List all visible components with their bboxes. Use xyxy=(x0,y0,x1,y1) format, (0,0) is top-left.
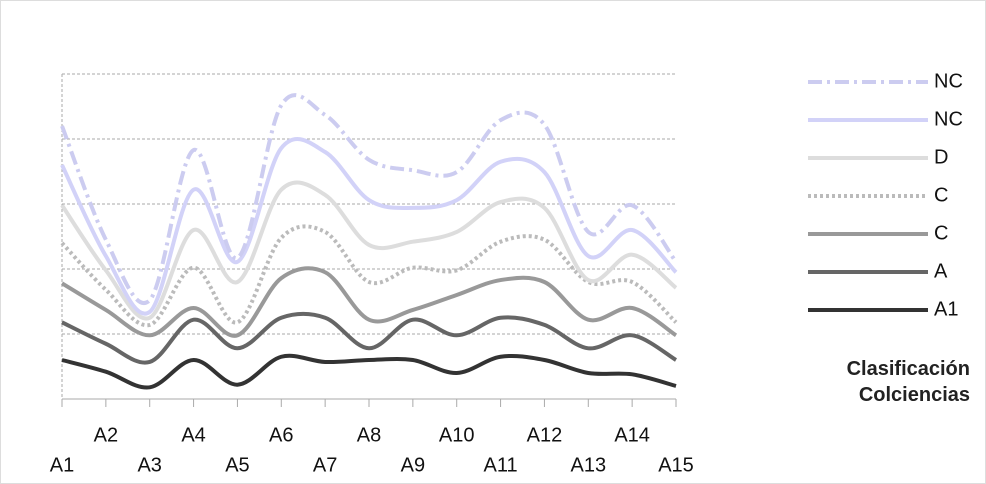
x-tick-label: A9 xyxy=(401,454,425,476)
line xyxy=(60,266,678,338)
x-tick-label: A4 xyxy=(181,424,205,446)
x-tick-label: A1 xyxy=(50,454,74,476)
line xyxy=(61,311,678,365)
line xyxy=(61,353,677,390)
line xyxy=(60,224,678,328)
legend-label: C xyxy=(934,222,948,244)
line xyxy=(60,93,678,305)
x-tick-label: A8 xyxy=(357,424,381,446)
x-tick-label: A10 xyxy=(439,424,475,446)
x-tick-label: A2 xyxy=(94,424,118,446)
x-tick-label: A14 xyxy=(614,424,650,446)
x-tick-label: A15 xyxy=(658,454,694,476)
line xyxy=(60,180,678,321)
line xyxy=(60,137,678,316)
x-tick-label: A3 xyxy=(137,454,161,476)
legend-label: NC xyxy=(934,70,963,92)
legend-label: D xyxy=(934,146,948,168)
x-tick-label: A6 xyxy=(269,424,293,446)
legend-label: NC xyxy=(934,108,963,130)
legend-label: C xyxy=(934,184,948,206)
x-tick-label: A7 xyxy=(313,454,337,476)
legend-title: Clasificación Colciencias xyxy=(846,358,970,406)
x-tick-label: A5 xyxy=(225,454,249,476)
legend-label: A1 xyxy=(934,298,958,320)
x-tick-label: A11 xyxy=(484,454,518,476)
x-tick-label: A12 xyxy=(527,424,563,446)
legend-label: A xyxy=(934,260,948,282)
x-tick-label: A13 xyxy=(570,454,606,476)
